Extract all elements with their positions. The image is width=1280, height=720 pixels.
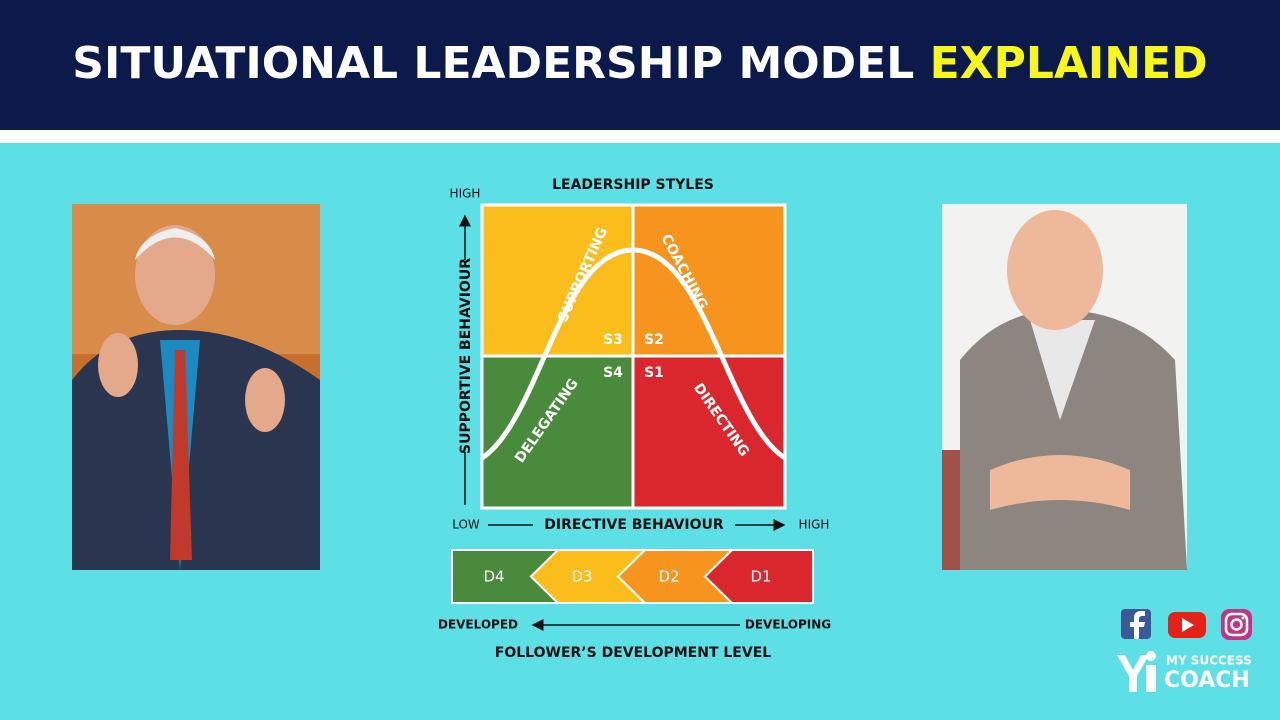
- style-code: S1: [644, 365, 664, 381]
- photo-right: [942, 204, 1187, 570]
- style-code: S3: [603, 332, 623, 348]
- development-title: FOLLOWER’S DEVELOPMENT LEVEL: [495, 645, 771, 661]
- level-label: D4: [483, 568, 504, 586]
- x-axis-label: DIRECTIVE BEHAVIOUR: [544, 517, 724, 533]
- youtube-icon[interactable]: [1168, 612, 1206, 638]
- style-code: S4: [603, 365, 623, 381]
- diagram-heading: LEADERSHIP STYLES: [552, 177, 714, 193]
- level-label: D3: [571, 568, 592, 586]
- level-label: D2: [658, 568, 679, 586]
- header-bar: [0, 0, 1280, 130]
- y-axis-label: SUPPORTIVE BEHAVIOUR: [458, 258, 474, 454]
- leadership-diagram: LEADERSHIP STYLES HIGH SUPPORTIVE BEHAVI…: [438, 177, 831, 661]
- x-axis-low: LOW: [452, 518, 480, 532]
- y-axis-high: HIGH: [450, 187, 481, 201]
- level-label: D1: [750, 568, 771, 586]
- level-d1: [703, 549, 814, 604]
- developed-label: DEVELOPED: [438, 618, 518, 632]
- developing-label: DEVELOPING: [745, 618, 831, 632]
- instagram-icon[interactable]: [1221, 609, 1252, 640]
- brand-logo: [1117, 651, 1156, 692]
- photo-left: [72, 204, 320, 570]
- x-axis-high: HIGH: [799, 518, 830, 532]
- title-highlight: EXPLAINED: [930, 38, 1208, 89]
- style-code: S2: [644, 332, 664, 348]
- bell-curve: [480, 247, 787, 461]
- header-stripe: [0, 130, 1280, 143]
- title: SITUATIONAL LEADERSHIP MODEL EXPLAINED: [72, 38, 1207, 89]
- title-main: SITUATIONAL LEADERSHIP MODEL: [72, 38, 914, 89]
- brand-line1: MY SUCCESS: [1166, 654, 1252, 668]
- brand-line2: COACH: [1164, 668, 1250, 693]
- y-axis-gap: [455, 260, 475, 452]
- facebook-icon[interactable]: [1121, 609, 1151, 639]
